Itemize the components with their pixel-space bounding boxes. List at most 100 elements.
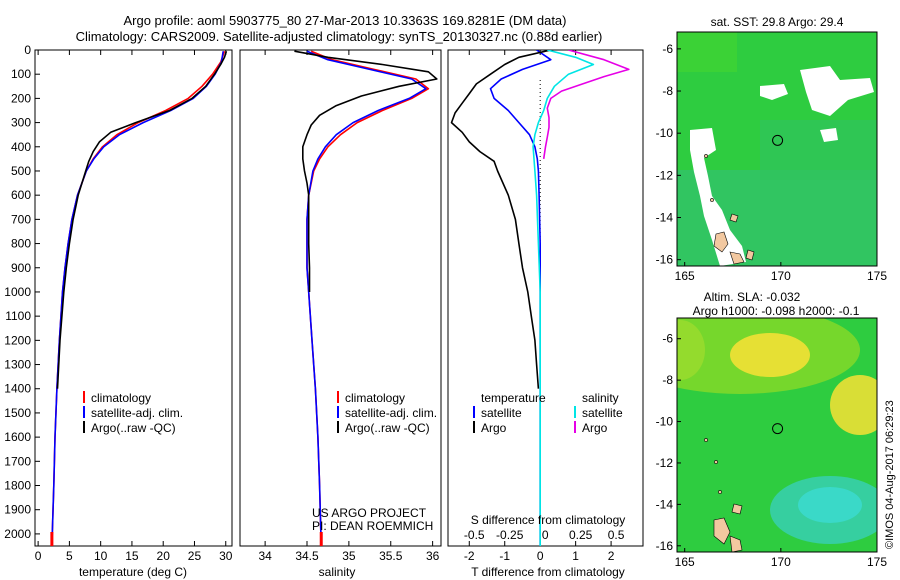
x-tick-label: 1 (572, 549, 579, 563)
sla-map-argo-location-marker (772, 423, 784, 435)
legend-label-climatology: climatology (91, 391, 151, 405)
y-tick-label: 1700 (4, 454, 31, 468)
sst-map-island (729, 251, 745, 265)
series-line-salinity-argo (542, 50, 630, 160)
legend-label-argo: Argo(..raw -QC) (91, 421, 176, 435)
legend-label-sal-satellite: satellite (582, 406, 623, 420)
y-tick-label: 800 (11, 237, 31, 251)
legend-title-salinity: salinity (582, 391, 619, 405)
map-y-tick-label: -16 (656, 539, 674, 553)
y-tick-label: 700 (11, 212, 31, 226)
legend-label-satellite-adj: satellite-adj. clim. (91, 406, 183, 420)
y-tick-label: 1300 (4, 358, 31, 372)
series-line-argo-raw-qc- (294, 50, 438, 292)
sla-map-field (677, 318, 877, 552)
x-tick-label: 35 (342, 549, 356, 563)
legend-label-satellite-adj: satellite-adj. clim. (345, 406, 437, 420)
sst-map-title: sat. SST: 29.8 Argo: 29.4 (711, 15, 844, 29)
sst-map-island (745, 249, 755, 261)
y-tick-label: 100 (11, 67, 31, 81)
series-line-salinity-satellite (532, 50, 595, 546)
series-line-temperature-argo (450, 50, 551, 389)
map-y-tick-label: -6 (662, 42, 673, 56)
temperature-plot-frame (34, 49, 233, 547)
map-x-tick-label: 165 (675, 555, 695, 569)
sst-map-island (713, 231, 729, 253)
s-difference-tick-label: -0.5 (464, 528, 485, 542)
x-tick-label: -1 (499, 549, 510, 563)
x-tick-label: 15 (125, 549, 139, 563)
legend-label-temp-satellite: satellite (481, 406, 522, 420)
difference-plot-frame (447, 49, 644, 547)
x-tick-label: 34 (258, 549, 272, 563)
sla-map: Altim. SLA: -0.032 Argo h1000: -0.098 h2… (656, 290, 888, 569)
salinity-plot-frame (239, 49, 442, 547)
legend-title-temperature: temperature (481, 391, 546, 405)
salinity-xlabel: salinity (319, 565, 356, 579)
x-tick-label: 0 (35, 549, 42, 563)
y-tick-label: 1100 (5, 309, 31, 323)
legend-label-temp-argo: Argo (481, 421, 507, 435)
sst-map: sat. SST: 29.8 Argo: 29.4 165 170 175 -6 -8 -… (656, 15, 888, 283)
map-y-tick-label: -8 (662, 373, 673, 387)
legend-label-sal-argo: Argo (582, 421, 608, 435)
salinity-annotation-project: US ARGO PROJECT (312, 506, 427, 520)
map-x-tick-label: 165 (675, 269, 695, 283)
legend-label-argo: Argo(..raw -QC) (345, 421, 430, 435)
y-tick-label: 1500 (4, 406, 31, 420)
s-difference-tick-label: 0.5 (608, 528, 625, 542)
sla-map-island (714, 460, 718, 464)
y-tick-label: 900 (11, 261, 31, 275)
figure-title-line1: Argo profile: aoml 5903775_80 27-Mar-201… (123, 13, 566, 28)
sla-map-title: Altim. SLA: -0.032 (704, 290, 801, 304)
salinity-chart: 34 34.5 35 35.5 36 climatology satellite-adj… (239, 49, 442, 579)
sst-map-island (704, 154, 708, 158)
y-tick-label: 200 (11, 91, 31, 105)
y-tick-label: 300 (11, 116, 31, 130)
y-tick-label: 2000 (4, 527, 31, 541)
y-tick-label: 1000 (4, 285, 31, 299)
x-tick-label: 20 (157, 549, 171, 563)
x-tick-label: -2 (464, 549, 475, 563)
s-difference-tick-label: 0.25 (569, 528, 593, 542)
x-tick-label: 5 (66, 549, 73, 563)
map-y-tick-label: -12 (656, 456, 674, 470)
sst-map-field (677, 32, 877, 266)
y-tick-label: 1900 (4, 503, 31, 517)
map-x-tick-label: 175 (867, 555, 887, 569)
x-tick-label: 35.5 (379, 549, 403, 563)
sst-map-argo-location-marker (772, 134, 784, 146)
map-x-tick-label: 175 (867, 269, 887, 283)
sst-map-frame (676, 31, 878, 267)
difference-xlabel: T difference from climatology (471, 565, 625, 579)
sst-map-cloud-gap (820, 128, 838, 142)
sst-map-cloud-gap (760, 84, 788, 100)
x-tick-label: 36 (426, 549, 440, 563)
y-tick-label: 1600 (4, 430, 31, 444)
x-tick-label: 10 (94, 549, 108, 563)
temperature-xlabel: temperature (deg C) (79, 565, 187, 579)
series-line-satellite-adj-clim- (306, 50, 427, 546)
x-tick-label: 2 (608, 549, 615, 563)
sla-map-island (713, 517, 731, 545)
temperature-chart: 0100200300400500600700800900100011001200… (4, 43, 232, 579)
map-x-tick-label: 170 (771, 555, 791, 569)
map-y-tick-label: -14 (656, 211, 674, 225)
difference-chart: -2 -1 0 1 2 temperature salinity satellite A… (447, 49, 644, 579)
map-x-tick-label: 170 (771, 269, 791, 283)
map-y-tick-label: -12 (656, 168, 674, 182)
map-y-tick-label: -10 (656, 126, 674, 140)
y-tick-label: 500 (11, 164, 31, 178)
legend-label-climatology: climatology (345, 391, 405, 405)
map-y-tick-label: -8 (662, 84, 673, 98)
sla-map-frame (676, 317, 878, 553)
map-y-tick-label: -14 (656, 497, 674, 511)
x-tick-label: 30 (219, 549, 233, 563)
y-tick-label: 600 (11, 188, 31, 202)
sla-map-island (729, 535, 743, 552)
series-line-temperature-satellite (489, 50, 552, 546)
sst-map-island (729, 213, 739, 223)
s-difference-tick-label: -0.25 (496, 528, 524, 542)
sst-map-cloud-gap (800, 66, 874, 116)
